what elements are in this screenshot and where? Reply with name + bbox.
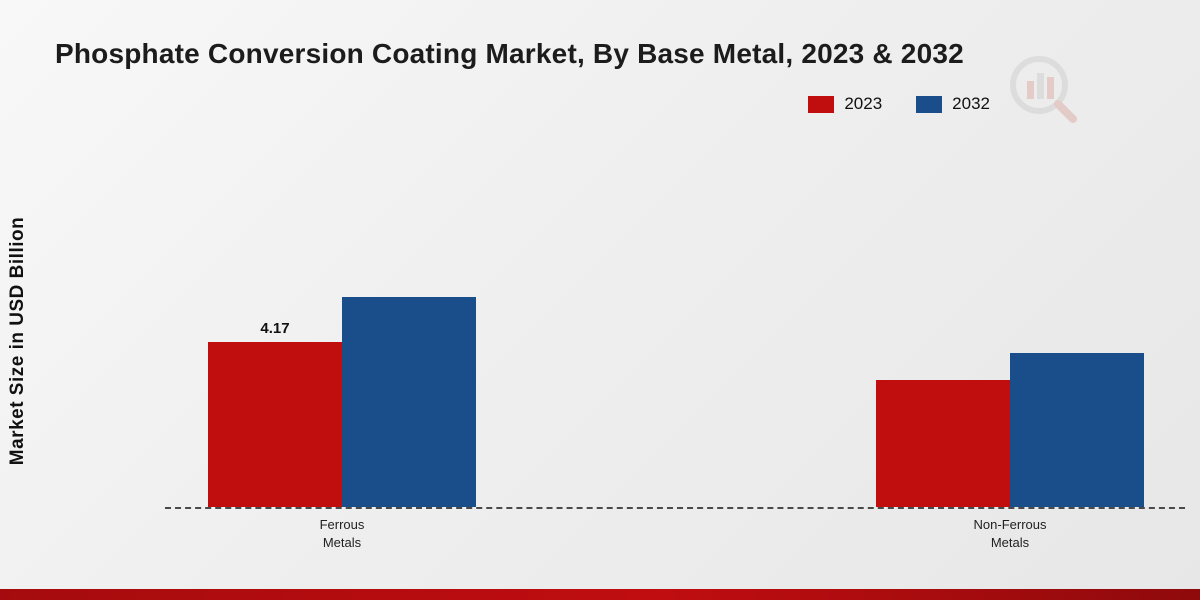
bar-2032-ferrous-metals [342,297,476,507]
bar-2023-non-ferrous-metals [876,380,1010,507]
legend-swatch-icon [808,95,835,113]
x-axis-line [165,507,1185,509]
legend-label: 2023 [844,94,883,113]
bar-2032-non-ferrous-metals [1010,353,1144,507]
legend-item-2032: 2032 [916,94,990,114]
bar-2023-ferrous-metals [208,342,342,507]
chart-title: Phosphate Conversion Coating Market, By … [55,38,964,69]
x-axis-category-label: Non-Ferrous Metals [973,517,1047,550]
legend-item-2023: 2023 [808,94,882,114]
x-axis-category-label: Ferrous Metals [319,517,365,550]
legend-swatch-icon [916,95,943,113]
legend-label: 2032 [952,94,990,113]
legend: 2023 2032 [808,94,990,114]
bar-value-label: 4.17 [260,320,290,337]
footer-accent-bar [0,589,1200,600]
watermark-logo-icon [1010,56,1077,123]
